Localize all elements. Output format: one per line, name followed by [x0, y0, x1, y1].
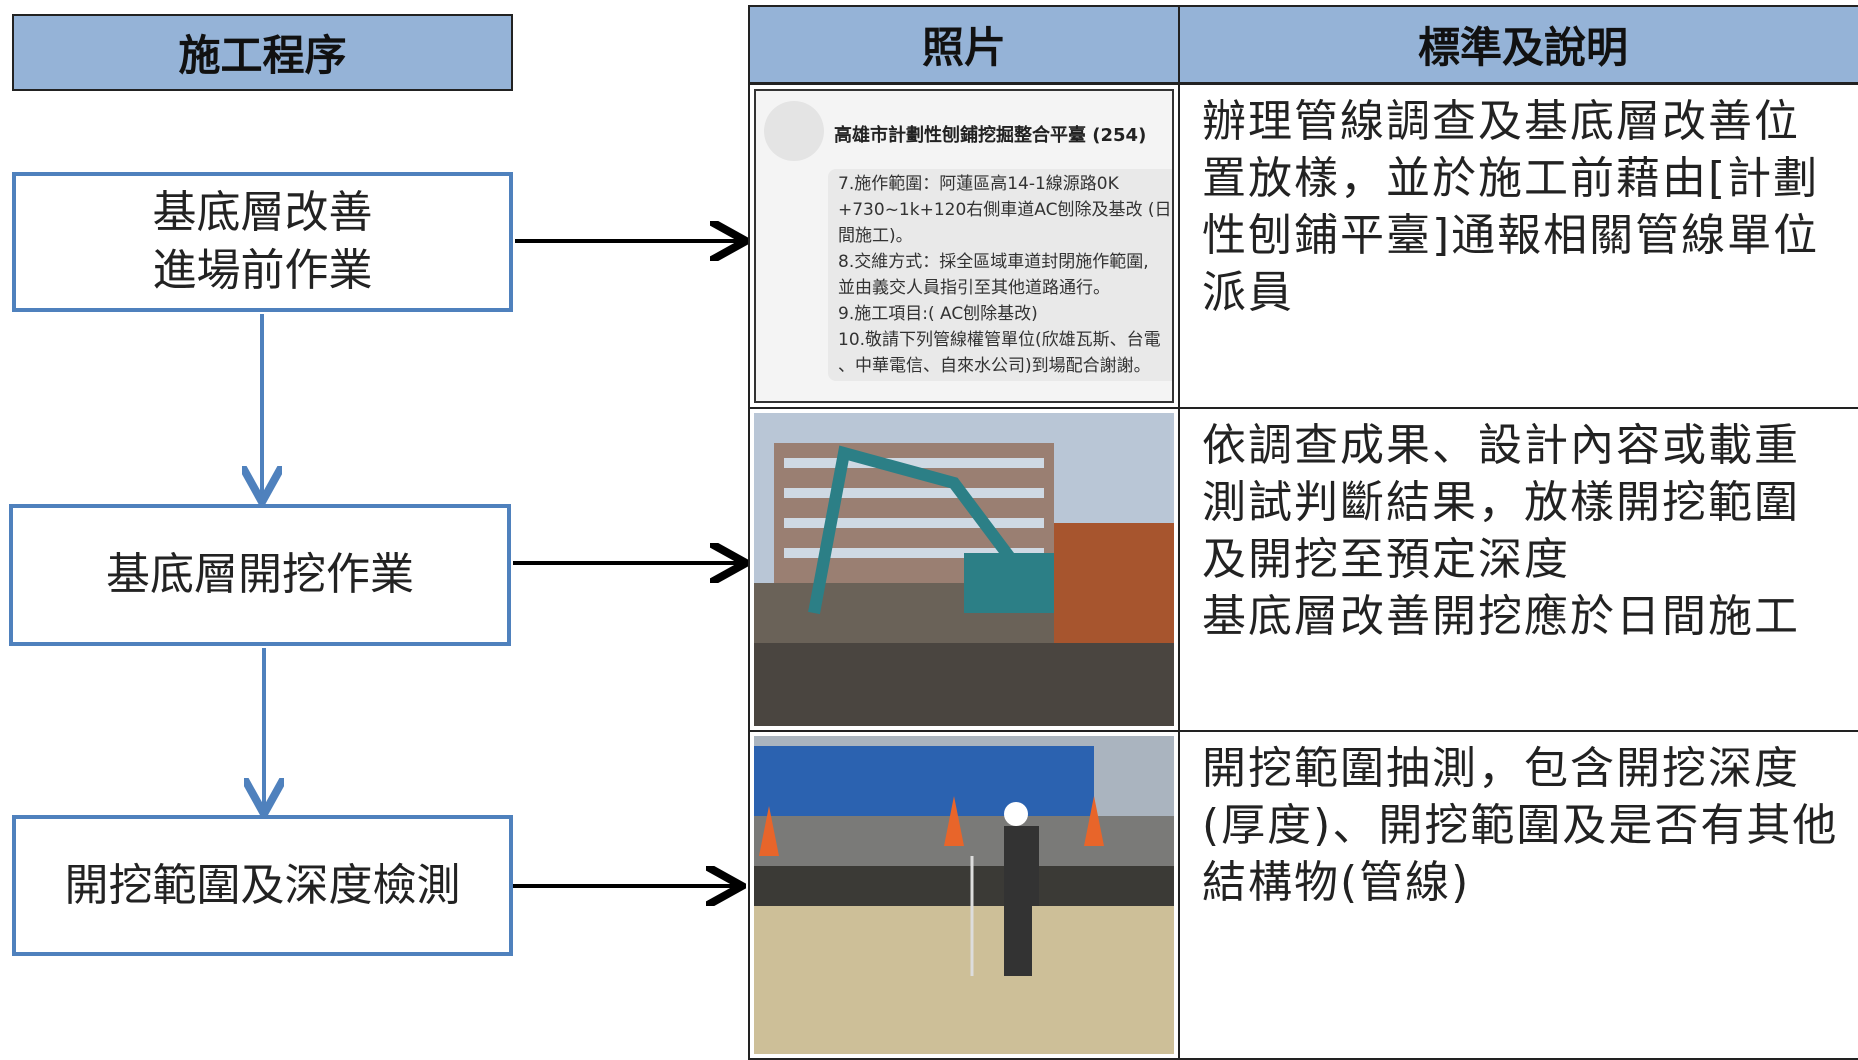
- step-text: 開挖範圍及深度檢測: [64, 859, 461, 911]
- chat-line: 10.敬請下列管線權管單位(欣雄瓦斯、台電: [838, 330, 1161, 350]
- table-header: 標準及說明: [1178, 5, 1858, 84]
- description-line: 測試判斷結果，放樣開挖範圍: [1202, 477, 1800, 528]
- description-line: 開挖範圍抽測，包含開挖深度: [1202, 743, 1800, 794]
- step-text: 基底層開挖作業: [106, 549, 414, 600]
- chat-screenshot: 高雄市計劃性刨鋪挖掘整合平臺 (254) 7.施作範圍：阿蓮區高14-1線源路0…: [754, 89, 1174, 403]
- chat-title: 高雄市計劃性刨鋪挖掘整合平臺 (254): [834, 125, 1147, 146]
- chat-bubble: 7.施作範圍：阿蓮區高14-1線源路0K +730~1k+120右側車道AC刨除…: [828, 169, 1172, 381]
- step: 開挖範圍及深度檢測: [12, 815, 513, 956]
- chat-line: 並由義交人員指引至其他道路通行。: [838, 278, 1110, 298]
- step: 基底層開挖作業: [9, 504, 511, 646]
- chat-line: 8.交維方式：採全區域車道封閉施作範圍,: [838, 252, 1149, 272]
- header-text: 施工程序: [178, 31, 347, 80]
- description-line: 辦理管線調查及基底層改善位: [1202, 96, 1800, 147]
- flow-header: 施工程序: [12, 14, 513, 91]
- step: 基底層改善進場前作業: [12, 172, 513, 312]
- description-line: 基底層改善開挖應於日間施工: [1202, 591, 1800, 642]
- step-text: 基底層改善: [152, 187, 373, 238]
- description-line: 派員: [1202, 267, 1294, 318]
- chat-line: +730~1k+120右側車道AC刨除及基改 (日: [838, 200, 1172, 220]
- description-line: 依調查成果、設計內容或載重: [1202, 420, 1800, 471]
- description-line: (厚度)、開挖範圍及是否有其他: [1202, 800, 1839, 851]
- table-header: 照片: [748, 5, 1180, 84]
- description-line: 性刨鋪平臺]通報相關管線單位: [1202, 210, 1820, 261]
- description-line: 置放樣，並於施工前藉由[計劃: [1202, 153, 1820, 204]
- step-text: 進場前作業: [152, 245, 373, 296]
- description-cell: 開挖範圍抽測，包含開挖深度 (厚度)、開挖範圍及是否有其他 結構物(管線): [1178, 730, 1858, 1060]
- chat-line: 、中華電信、自來水公司)到場配合謝謝。: [838, 356, 1151, 376]
- description-line: 及開挖至預定深度: [1202, 534, 1570, 585]
- chat-line: 間施工)。: [838, 226, 913, 246]
- inspection-photo: [754, 736, 1174, 1054]
- photo-cell: 高雄市計劃性刨鋪挖掘整合平臺 (254) 7.施作範圍：阿蓮區高14-1線源路0…: [748, 83, 1180, 409]
- excavation-photo: [754, 413, 1174, 726]
- photo-cell: [748, 407, 1180, 732]
- header-text: 照片: [921, 23, 1006, 72]
- avatar: [764, 101, 824, 161]
- chat-line: 9.施工項目:( AC刨除基改): [838, 304, 1038, 324]
- photo-cell: [748, 730, 1180, 1060]
- description-cell: 依調查成果、設計內容或載重 測試判斷結果，放樣開挖範圍 及開挖至預定深度 基底層…: [1178, 407, 1858, 732]
- description-cell: 辦理管線調查及基底層改善位 置放樣，並於施工前藉由[計劃 性刨鋪平臺]通報相關管…: [1178, 83, 1858, 409]
- chat-line: 7.施作範圍：阿蓮區高14-1線源路0K: [838, 174, 1119, 194]
- header-text: 標準及說明: [1417, 23, 1628, 72]
- description-line: 結構物(管線): [1202, 857, 1471, 908]
